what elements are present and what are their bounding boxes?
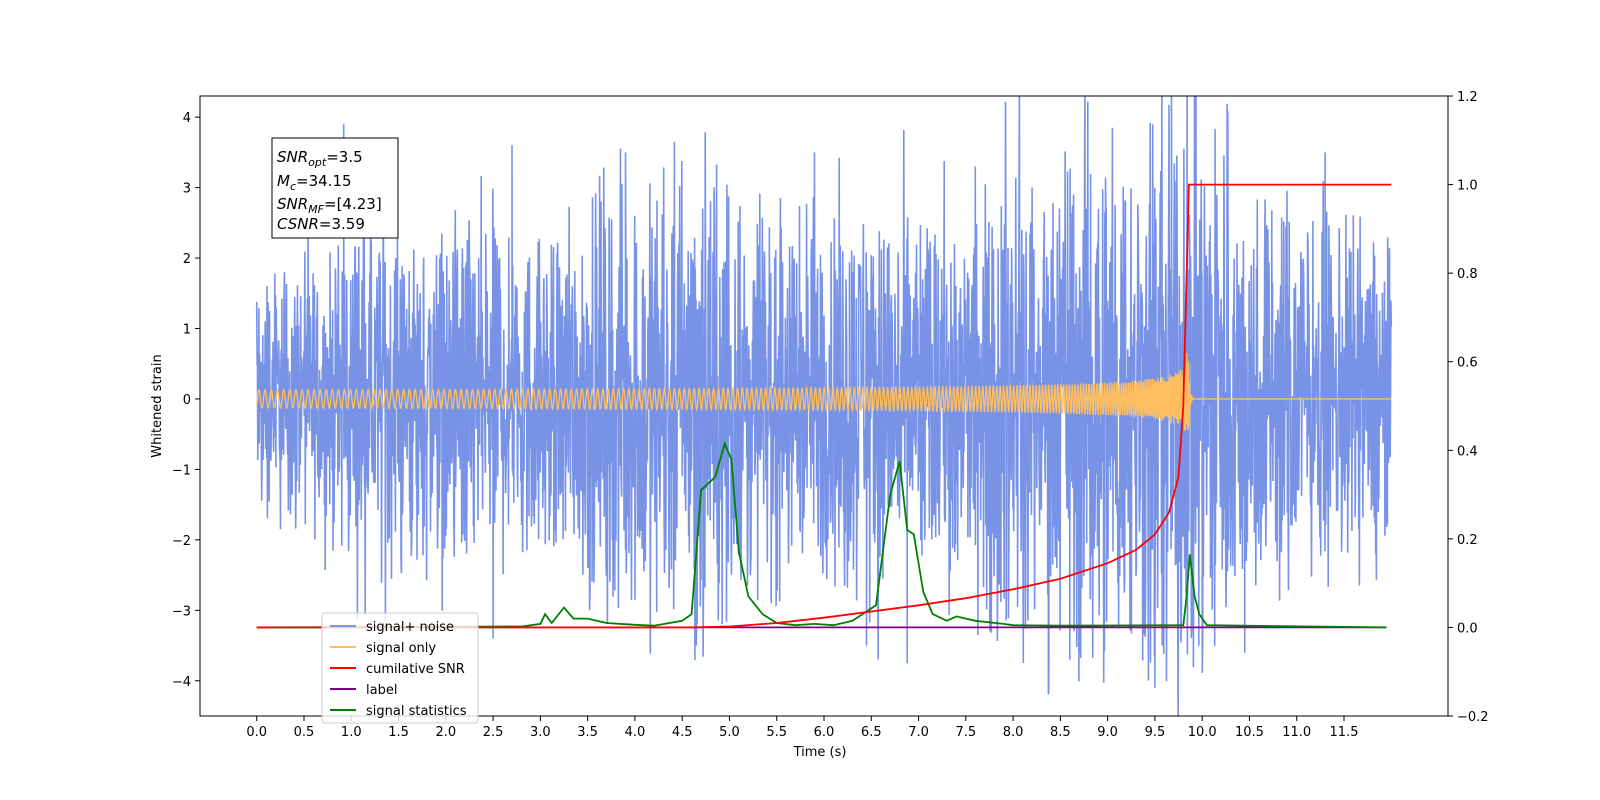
right-y-tick-label: 0.2 xyxy=(1457,533,1478,548)
annotation-csnr: CSNR=3.59 xyxy=(277,215,365,233)
right-y-tick-label: 0.0 xyxy=(1457,621,1478,636)
x-tick-label: 0.5 xyxy=(294,725,315,740)
right-y-tick-label: 0.6 xyxy=(1457,356,1478,371)
series-cumulative-snr xyxy=(256,183,1392,629)
x-tick-label: 11.0 xyxy=(1282,725,1311,740)
x-tick-label: 6.5 xyxy=(861,725,882,740)
legend-frame xyxy=(321,612,479,724)
x-tick-label: 1.0 xyxy=(341,725,362,740)
left-y-tick-label: −3 xyxy=(172,604,191,619)
x-axis-ticks: 0.0 0.5 1.0 1.5 2.0 2.5 3.0 3.5 4.0 4.5 5.0 5.5 6.0 6… xyxy=(246,716,1358,740)
x-tick-label: 1.5 xyxy=(388,725,409,740)
legend-label-label: label xyxy=(366,683,397,698)
x-tick-label: 10.5 xyxy=(1235,725,1264,740)
x-axis-label: Time (s) xyxy=(793,745,847,760)
left-y-tick-label: 1 xyxy=(183,323,191,338)
x-tick-label: 9.5 xyxy=(1145,725,1166,740)
legend-label-signal-noise: signal+ noise xyxy=(366,620,454,635)
left-y-tick-label: 2 xyxy=(183,252,191,267)
x-tick-label: 8.5 xyxy=(1050,725,1071,740)
x-tick-label: 8.0 xyxy=(1003,725,1024,740)
right-y-tick-label: 0.4 xyxy=(1457,444,1478,459)
right-y-axis-ticks: 1.2 1.0 0.8 0.6 0.4 0.2 0.0 −0.2 xyxy=(1448,90,1489,725)
x-tick-label: 7.5 xyxy=(955,725,976,740)
legend-label-cumulative-snr: cumilative SNR xyxy=(366,662,465,677)
legend-label-signal-statistics: signal statistics xyxy=(366,704,467,719)
series-signal-noise xyxy=(255,96,1393,716)
x-tick-label: 4.0 xyxy=(625,725,646,740)
x-tick-label: 5.5 xyxy=(766,725,787,740)
right-y-tick-label: 0.8 xyxy=(1457,267,1478,282)
x-tick-label: 10.0 xyxy=(1188,725,1217,740)
x-tick-label: 3.0 xyxy=(530,725,551,740)
legend-label-signal-only: signal only xyxy=(366,641,436,656)
left-y-tick-label: 0 xyxy=(183,393,191,408)
legend: signal+ noise signal only cumilative SNR… xyxy=(321,612,479,724)
series-signal-statistics xyxy=(256,440,1387,629)
left-y-axis-label: Whitened strain xyxy=(150,354,165,457)
annotation-chirp-mass: Mc=34.15 xyxy=(277,172,352,193)
left-y-tick-label: 3 xyxy=(183,182,191,197)
metrics-annotation-box: SNRopt=3.5 Mc=34.15 SNRMF=[4.23] CSNR=3.… xyxy=(271,137,399,239)
series-signal-only xyxy=(256,353,1392,431)
x-tick-label: 2.0 xyxy=(435,725,456,740)
left-y-tick-label: −2 xyxy=(172,534,191,549)
x-tick-label: 3.5 xyxy=(577,725,598,740)
annotation-snr-opt: SNRopt=3.5 xyxy=(277,148,363,169)
left-y-tick-label: 4 xyxy=(183,111,191,126)
annotation-frame xyxy=(271,137,399,239)
x-tick-label: 7.0 xyxy=(908,725,929,740)
x-tick-label: 6.0 xyxy=(814,725,835,740)
right-y-tick-label: −0.2 xyxy=(1457,710,1489,725)
x-tick-label: 4.5 xyxy=(672,725,693,740)
right-y-tick-label: 1.0 xyxy=(1457,179,1478,194)
left-y-tick-label: −1 xyxy=(172,463,191,478)
x-tick-label: 9.0 xyxy=(1097,725,1118,740)
right-y-tick-label: 1.2 xyxy=(1457,90,1478,105)
left-y-tick-label: −4 xyxy=(172,675,191,690)
x-tick-label: 11.5 xyxy=(1330,725,1359,740)
left-y-axis-ticks: 4 3 2 1 0 −1 −2 −3 −4 xyxy=(172,111,200,690)
x-tick-label: 2.5 xyxy=(483,725,504,740)
annotation-snr-mf: SNRMF=[4.23] xyxy=(277,195,382,216)
x-tick-label: 0.0 xyxy=(246,725,267,740)
x-tick-label: 5.0 xyxy=(719,725,740,740)
